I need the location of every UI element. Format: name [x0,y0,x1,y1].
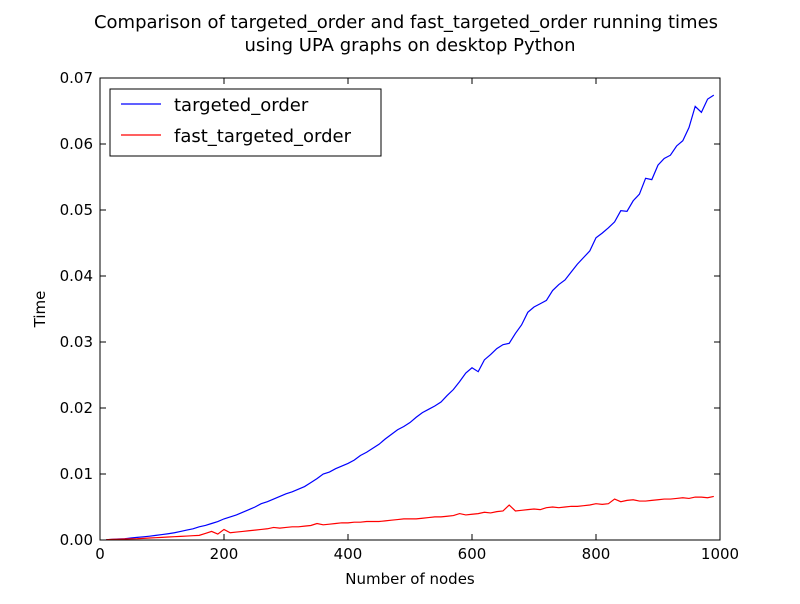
series-line-fast-targeted-order [106,495,714,541]
legend-label-targeted-order: targeted_order [174,95,309,116]
x-tick-label: 1000 [701,545,739,563]
y-tick-label: 0.00 [60,531,93,549]
x-tick-label: 800 [582,545,611,563]
y-tick-label: 0.07 [60,69,93,87]
y-tick-label: 0.04 [60,267,93,285]
x-tick-label: 400 [334,545,363,563]
x-tick-label: 200 [210,545,239,563]
y-tick-label: 0.01 [60,465,93,483]
legend: targeted_order fast_targeted_order [109,88,382,157]
series-layer [106,94,715,541]
y-tick-label: 0.05 [60,201,93,219]
legend-label-fast-targeted-order: fast_targeted_order [174,126,352,147]
y-tick-label: 0.03 [60,333,93,351]
ticks-layer: 0 200 400 600 800 1000 0.00 0.01 0.02 0.03 0.04 0.0… [60,69,740,563]
y-axis-label: Time [31,291,49,329]
x-axis-label: Number of nodes [345,570,475,588]
x-tick-label: 0 [95,545,105,563]
y-tick-label: 0.02 [60,399,93,417]
y-tick-label: 0.06 [60,135,93,153]
legend-box [109,88,382,157]
series-line-targeted-order [106,94,715,541]
plot-area-frame [99,77,721,541]
chart-title: Comparison of targeted_order and fast_ta… [94,12,718,33]
chart-subtitle: using UPA graphs on desktop Python [244,35,575,56]
x-tick-label: 600 [458,545,487,563]
